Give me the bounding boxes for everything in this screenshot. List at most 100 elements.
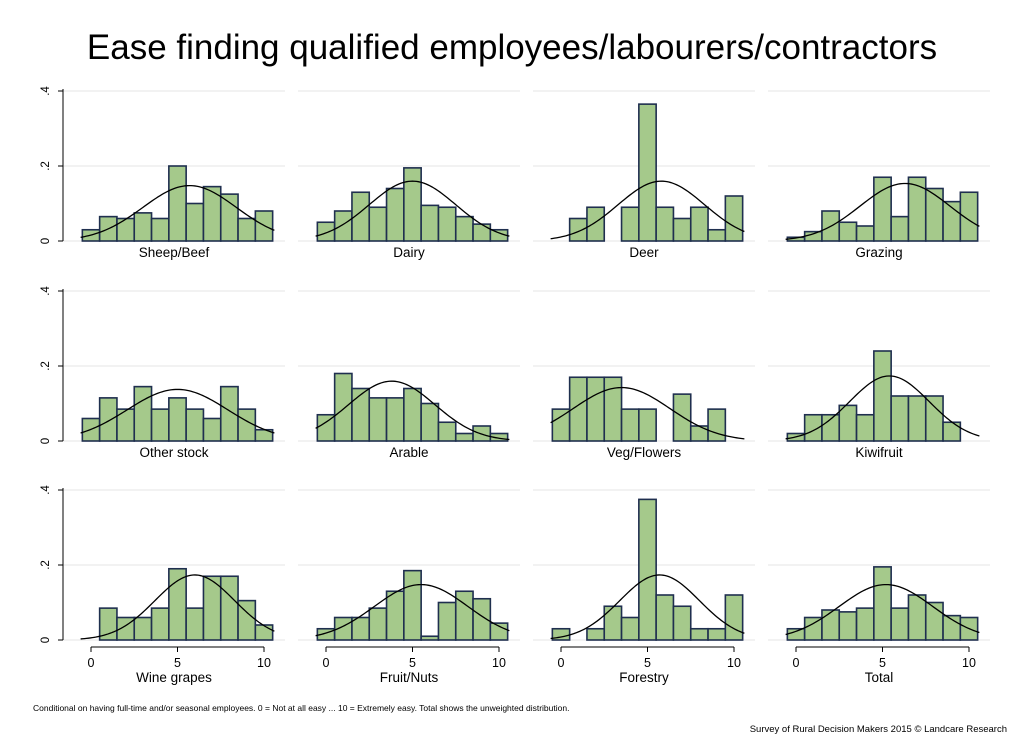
normal-curve bbox=[315, 380, 510, 441]
panel-arable: Arable bbox=[298, 290, 520, 460]
x-tick-label: 10 bbox=[962, 656, 976, 670]
panel-veg-flowers: Veg/Flowers bbox=[533, 290, 755, 460]
histogram-bar bbox=[707, 228, 727, 242]
histogram-bar bbox=[855, 413, 875, 442]
histogram-bar bbox=[821, 609, 841, 641]
x-tick-label: 5 bbox=[174, 656, 181, 670]
histogram-bar bbox=[98, 397, 118, 442]
histogram-bar bbox=[133, 212, 153, 242]
histogram-bar bbox=[924, 187, 944, 242]
panel-label: Arable bbox=[389, 445, 428, 460]
normal-curve bbox=[785, 182, 980, 240]
histogram-bar bbox=[219, 193, 239, 242]
histogram-bar bbox=[620, 616, 640, 641]
histogram-bar bbox=[855, 225, 875, 242]
histogram-bar bbox=[168, 567, 187, 641]
histogram-bar bbox=[454, 432, 474, 442]
histogram-bar bbox=[689, 425, 709, 442]
normal-curve bbox=[785, 583, 980, 636]
histogram-bar bbox=[890, 607, 910, 641]
histogram-bar bbox=[185, 408, 205, 442]
histogram-bar bbox=[133, 385, 153, 442]
histogram-bar bbox=[368, 206, 388, 242]
histogram-bar bbox=[672, 217, 692, 242]
histogram-bar bbox=[907, 594, 927, 641]
histogram-bar bbox=[420, 402, 440, 442]
histogram-bar bbox=[150, 217, 170, 242]
panel-label: Other stock bbox=[139, 445, 208, 460]
histogram-bar bbox=[638, 498, 657, 641]
panel-sheep-beef: Sheep/Beef 0 .2 .4 bbox=[40, 86, 285, 260]
histogram-bar bbox=[237, 408, 257, 442]
panel-label: Deer bbox=[629, 245, 659, 260]
histogram-bar bbox=[150, 408, 170, 442]
histogram-bar bbox=[351, 616, 371, 641]
histogram-bar bbox=[150, 607, 170, 641]
histogram-bar bbox=[168, 165, 187, 242]
panel-label: Veg/Flowers bbox=[607, 445, 682, 460]
histogram-bar bbox=[454, 215, 474, 242]
panel-dairy: Dairy bbox=[298, 90, 520, 260]
histogram-bar bbox=[638, 408, 657, 442]
panel-label: Sheep/Beef bbox=[139, 245, 210, 260]
histogram-bar bbox=[133, 616, 153, 641]
y-tick-label: 0 bbox=[40, 238, 52, 244]
x-tick-label: 0 bbox=[88, 656, 95, 670]
histogram-bar bbox=[586, 206, 606, 242]
histogram-bar bbox=[168, 397, 187, 442]
histogram-bar bbox=[385, 590, 405, 641]
normal-curve bbox=[315, 180, 510, 237]
histogram-bar bbox=[959, 191, 979, 242]
y-tick-label: .2 bbox=[40, 161, 52, 171]
footnote: Conditional on having full-time and/or s… bbox=[33, 703, 570, 713]
panel-grazing: Grazing bbox=[768, 90, 990, 260]
histogram-bar bbox=[672, 393, 692, 442]
x-tick-label: 0 bbox=[558, 656, 565, 670]
histogram-bar bbox=[385, 397, 405, 442]
histogram-bar bbox=[890, 395, 910, 442]
histogram-bar bbox=[489, 622, 509, 641]
histogram-bar bbox=[351, 387, 371, 442]
y-tick-label: .4 bbox=[40, 485, 52, 495]
x-tick-label: 10 bbox=[727, 656, 741, 670]
y-tick-label: 0 bbox=[40, 637, 52, 643]
histogram-bar bbox=[638, 103, 657, 242]
normal-curve bbox=[80, 388, 275, 434]
histogram-bar bbox=[672, 605, 692, 641]
panel-forestry: Forestry 0 5 10 bbox=[533, 489, 755, 685]
histogram-bar bbox=[489, 432, 509, 442]
panel-deer: Deer bbox=[533, 90, 755, 260]
y-tick-label: .2 bbox=[40, 560, 52, 570]
histogram-bar bbox=[855, 607, 875, 641]
panel-label: Dairy bbox=[393, 245, 425, 260]
histogram-bar bbox=[924, 395, 944, 442]
normal-curve bbox=[550, 574, 745, 640]
histogram-bar bbox=[655, 594, 675, 641]
panel-wine-grapes: Wine grapes 0 .2 .4 0 5 10 bbox=[40, 485, 285, 685]
histogram-bar bbox=[707, 627, 727, 641]
histogram-bar bbox=[333, 210, 353, 242]
histogram-bar bbox=[907, 176, 927, 242]
histogram-bar bbox=[437, 206, 457, 242]
histogram-bar bbox=[403, 569, 422, 641]
panel-label: Fruit/Nuts bbox=[380, 670, 439, 685]
histogram-bar bbox=[454, 590, 474, 641]
histogram-bar bbox=[385, 187, 405, 242]
histogram-bar bbox=[803, 616, 823, 641]
y-tick-label: .4 bbox=[40, 86, 52, 96]
histogram-bar bbox=[333, 372, 353, 442]
histogram-bar bbox=[420, 635, 440, 641]
histogram-bar bbox=[620, 408, 640, 442]
histogram-bar bbox=[420, 204, 440, 242]
histogram-bar bbox=[603, 605, 623, 641]
y-tick-label: .4 bbox=[40, 286, 52, 296]
histogram-bar bbox=[707, 408, 727, 442]
histogram-bar bbox=[873, 350, 892, 442]
histogram-bar bbox=[689, 206, 709, 242]
histogram-bar bbox=[942, 421, 962, 442]
histogram-bar bbox=[368, 607, 388, 641]
normal-curve bbox=[315, 583, 510, 637]
histogram-bar bbox=[568, 217, 588, 242]
normal-curve bbox=[80, 184, 275, 238]
